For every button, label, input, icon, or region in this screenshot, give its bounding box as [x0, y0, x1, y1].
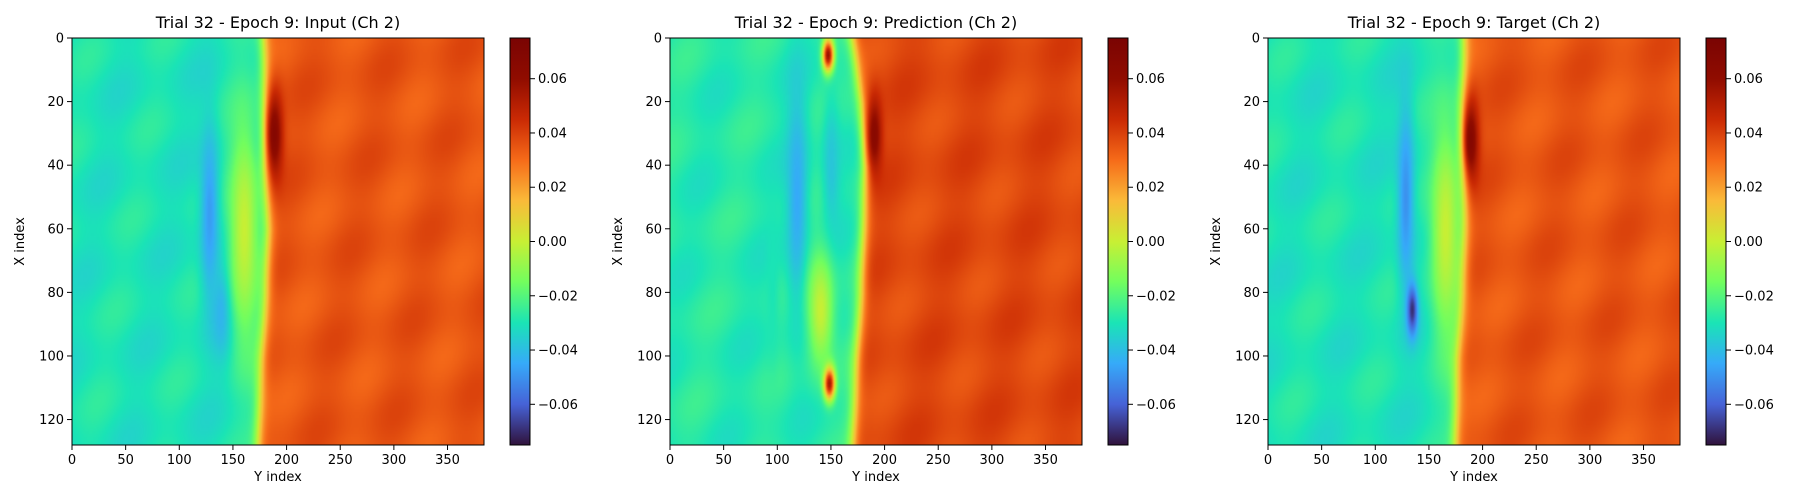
- y-tick-label: 80: [645, 286, 662, 301]
- x-tick-label: 50: [1313, 453, 1330, 468]
- colorbar-tick-label: 0.00: [1136, 235, 1165, 250]
- y-tick-label: 40: [47, 159, 64, 174]
- y-tick-label: 0: [1252, 32, 1260, 47]
- x-tick-label: 250: [328, 453, 353, 468]
- x-tick-label: 250: [926, 453, 951, 468]
- x-tick-label: 50: [117, 453, 134, 468]
- y-axis-label: X index: [1209, 217, 1224, 266]
- heatmap-panel-2: Trial 32 - Epoch 9: Prediction (Ch 2) 0 50…: [611, 13, 1176, 485]
- chart-title: Trial 32 - Epoch 9: Input (Ch 2): [155, 13, 400, 32]
- x-tick-label: 350: [1631, 453, 1656, 468]
- y-tick-label: 60: [1243, 222, 1260, 237]
- y-tick-label: 20: [47, 95, 64, 110]
- heatmap-image: [670, 38, 1082, 445]
- x-tick-label: 350: [1033, 453, 1058, 468]
- x-tick-label: 300: [381, 453, 406, 468]
- colorbar-tick-label: 0.00: [538, 235, 567, 250]
- colorbar-tick-label: 0.06: [1734, 72, 1763, 87]
- y-tick-label: 120: [39, 413, 64, 428]
- y-tick-label: 0: [654, 32, 662, 47]
- plot-frame: [669, 37, 1083, 446]
- colorbar: [1108, 38, 1128, 445]
- colorbar: [1706, 38, 1726, 445]
- x-axis-label: Y index: [253, 470, 302, 485]
- x-tick-label: 0: [68, 453, 76, 468]
- x-tick-label: 150: [1417, 453, 1442, 468]
- colorbar-tick-label: 0.02: [1136, 181, 1165, 196]
- x-tick-label: 200: [872, 453, 897, 468]
- heatmap-panel-1: Trial 32 - Epoch 9: Input (Ch 2) 0 50 100 15…: [13, 13, 578, 485]
- heatmap-panel-3: Trial 32 - Epoch 9: Target (Ch 2) 0 50 100 1…: [1209, 13, 1774, 485]
- colorbar-tick-label: 0.02: [538, 181, 567, 196]
- y-tick-label: 120: [637, 413, 662, 428]
- y-tick-label: 20: [645, 95, 662, 110]
- y-tick-label: 80: [1243, 286, 1260, 301]
- x-tick-label: 0: [666, 453, 674, 468]
- chart-title: Trial 32 - Epoch 9: Target (Ch 2): [1347, 13, 1600, 32]
- y-tick-label: 80: [47, 286, 64, 301]
- y-tick-label: 0: [56, 32, 64, 47]
- colorbar-tick-label: 0.04: [1136, 126, 1165, 141]
- colorbar-tick-label: −0.02: [1734, 289, 1774, 304]
- x-tick-label: 100: [765, 453, 790, 468]
- plot-frame: [71, 37, 485, 446]
- x-axis-label: Y index: [1449, 470, 1498, 485]
- x-tick-label: 100: [1363, 453, 1388, 468]
- heatmap-image: [72, 38, 484, 445]
- x-tick-label: 50: [715, 453, 732, 468]
- x-tick-label: 300: [1577, 453, 1602, 468]
- x-tick-label: 200: [1470, 453, 1495, 468]
- y-tick-label: 60: [47, 222, 64, 237]
- y-tick-label: 100: [1235, 349, 1260, 364]
- x-tick-label: 150: [221, 453, 246, 468]
- colorbar-tick-label: −0.04: [1136, 344, 1176, 359]
- y-tick-label: 100: [637, 349, 662, 364]
- x-tick-label: 350: [435, 453, 460, 468]
- x-tick-label: 100: [167, 453, 192, 468]
- colorbar-tick-label: −0.06: [538, 398, 578, 413]
- x-axis-label: Y index: [851, 470, 900, 485]
- colorbar-tick-label: 0.04: [1734, 126, 1763, 141]
- heatmap-image: [1268, 38, 1680, 445]
- colorbar-tick-label: −0.02: [1136, 289, 1176, 304]
- colorbar-tick-label: −0.06: [1136, 398, 1176, 413]
- plot-frame: [1267, 37, 1681, 446]
- x-tick-label: 250: [1524, 453, 1549, 468]
- colorbar-tick-label: −0.04: [1734, 344, 1774, 359]
- x-tick-label: 0: [1264, 453, 1272, 468]
- x-tick-label: 200: [274, 453, 299, 468]
- x-tick-label: 150: [819, 453, 844, 468]
- colorbar-tick-label: 0.04: [538, 126, 567, 141]
- colorbar-tick-label: 0.06: [1136, 72, 1165, 87]
- y-tick-label: 40: [1243, 159, 1260, 174]
- y-tick-label: 60: [645, 222, 662, 237]
- y-tick-label: 100: [39, 349, 64, 364]
- colorbar: [510, 38, 530, 445]
- colorbar-tick-label: −0.06: [1734, 398, 1774, 413]
- y-axis-label: X index: [611, 217, 626, 266]
- colorbar-tick-label: 0.06: [538, 72, 567, 87]
- y-axis-label: X index: [13, 217, 28, 266]
- colorbar-tick-label: 0.02: [1734, 181, 1763, 196]
- y-tick-label: 120: [1235, 413, 1260, 428]
- x-tick-label: 300: [979, 453, 1004, 468]
- y-tick-label: 40: [645, 159, 662, 174]
- y-tick-label: 20: [1243, 95, 1260, 110]
- colorbar-tick-label: −0.04: [538, 344, 578, 359]
- chart-title: Trial 32 - Epoch 9: Prediction (Ch 2): [734, 13, 1017, 32]
- colorbar-tick-label: 0.00: [1734, 235, 1763, 250]
- colorbar-tick-label: −0.02: [538, 289, 578, 304]
